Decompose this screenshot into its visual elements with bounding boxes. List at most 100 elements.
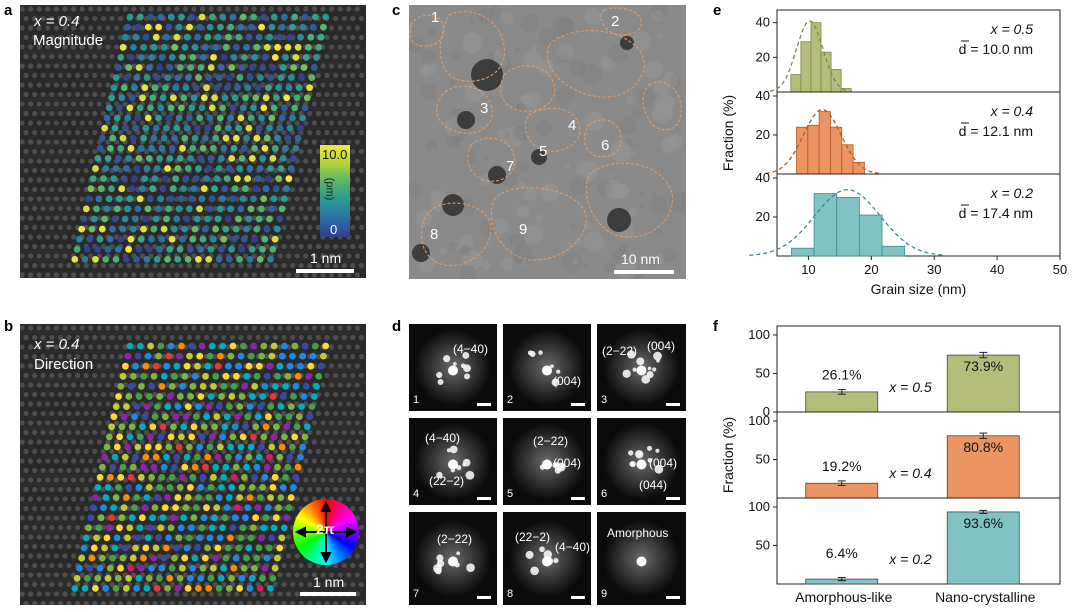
lattice-atom bbox=[243, 253, 249, 259]
lattice-atom bbox=[71, 591, 77, 597]
displacement-dot bbox=[187, 574, 194, 582]
displacement-dot bbox=[196, 443, 204, 451]
lattice-atom bbox=[358, 524, 364, 531]
displacement-dot bbox=[322, 342, 330, 350]
displacement-dot bbox=[206, 205, 214, 213]
lattice-atom bbox=[100, 486, 106, 493]
lattice-atom bbox=[88, 477, 94, 483]
displacement-dot bbox=[216, 443, 224, 451]
displacement-dot bbox=[230, 383, 238, 390]
lattice-atom bbox=[32, 505, 38, 512]
lattice-atom bbox=[23, 15, 29, 22]
lattice-atom bbox=[234, 120, 240, 126]
displacement-dot bbox=[234, 413, 241, 421]
lattice-atom bbox=[174, 344, 180, 350]
displacement-dot bbox=[290, 484, 297, 491]
tem-texture bbox=[637, 88, 656, 107]
lattice-atom bbox=[294, 325, 300, 331]
displacement-dot bbox=[109, 225, 116, 233]
lattice-atom bbox=[53, 82, 60, 88]
displacement-dot bbox=[303, 423, 311, 431]
lattice-atom bbox=[96, 44, 102, 50]
diffraction-spot bbox=[556, 369, 561, 374]
lattice-atom bbox=[281, 243, 287, 250]
displacement-dot bbox=[238, 393, 246, 400]
lattice-atom bbox=[109, 448, 115, 455]
lattice-atom bbox=[277, 272, 283, 278]
lattice-atom bbox=[49, 224, 55, 231]
displacement-dot bbox=[213, 504, 221, 511]
displacement-dot bbox=[207, 393, 215, 400]
lattice-atom bbox=[20, 6, 25, 12]
displacement-dot bbox=[282, 144, 289, 152]
lattice-atom bbox=[358, 543, 364, 550]
displacement-dot bbox=[306, 413, 313, 421]
displacement-dot bbox=[267, 165, 274, 172]
lattice-atom bbox=[268, 439, 274, 445]
displacement-dot bbox=[214, 544, 222, 552]
tem-texture bbox=[523, 187, 538, 202]
lattice-atom bbox=[118, 110, 124, 117]
lattice-atom bbox=[290, 205, 296, 212]
displacement-dot bbox=[243, 43, 251, 51]
displacement-dot bbox=[240, 144, 248, 152]
displacement-dot bbox=[299, 443, 307, 451]
lattice-atom bbox=[57, 167, 64, 174]
lattice-atom bbox=[337, 25, 343, 31]
displacement-dot bbox=[159, 423, 167, 431]
displacement-dot bbox=[177, 195, 185, 203]
tem-texture bbox=[540, 183, 560, 203]
displacement-dot bbox=[127, 564, 135, 572]
lattice-atom bbox=[243, 272, 249, 278]
displacement-dot bbox=[195, 74, 203, 81]
lattice-atom bbox=[272, 448, 278, 455]
lattice-atom bbox=[23, 167, 29, 174]
grain-label-5: 5 bbox=[539, 143, 548, 160]
displacement-dot bbox=[260, 433, 268, 441]
diffraction-spot bbox=[525, 550, 534, 559]
displacement-dot bbox=[229, 342, 237, 350]
displacement-dot bbox=[172, 175, 180, 183]
lattice-atom bbox=[105, 25, 111, 31]
tem-texture bbox=[569, 222, 577, 230]
displacement-dot bbox=[273, 423, 280, 431]
lattice-atom bbox=[83, 334, 89, 341]
displacement-dot bbox=[116, 104, 123, 112]
tem-grain-image bbox=[409, 5, 686, 279]
lattice-atom bbox=[131, 272, 137, 278]
lattice-atom bbox=[358, 15, 364, 22]
displacement-dot bbox=[103, 205, 111, 213]
lattice-atom bbox=[139, 120, 145, 126]
lattice-atom bbox=[126, 467, 132, 474]
displacement-dot bbox=[133, 585, 140, 592]
displacement-dot bbox=[217, 352, 224, 360]
lattice-atom bbox=[36, 363, 42, 369]
transmitted-beam bbox=[636, 556, 647, 567]
lattice-atom bbox=[234, 325, 240, 331]
lattice-atom bbox=[96, 82, 102, 88]
lattice-atom bbox=[45, 477, 51, 483]
lattice-atom bbox=[36, 158, 42, 164]
displacement-dot bbox=[121, 215, 129, 223]
lattice-atom bbox=[358, 186, 364, 193]
lattice-atom bbox=[212, 353, 218, 360]
tem-texture bbox=[409, 44, 414, 51]
displacement-dot bbox=[284, 463, 292, 471]
lattice-atom bbox=[346, 477, 352, 483]
lattice-atom bbox=[346, 344, 352, 350]
displacement-dot bbox=[285, 504, 293, 511]
lattice-atom bbox=[333, 243, 339, 250]
displacement-dot bbox=[141, 413, 149, 421]
displacement-dot bbox=[239, 433, 247, 441]
displacement-dot bbox=[274, 225, 281, 233]
displacement-dot bbox=[163, 33, 171, 41]
displacement-dot bbox=[237, 23, 245, 31]
lattice-atom bbox=[100, 262, 106, 269]
lattice-atom bbox=[333, 372, 339, 379]
lattice-atom bbox=[303, 6, 309, 12]
displacement-dot bbox=[225, 33, 232, 41]
displacement-dot bbox=[142, 215, 150, 223]
tem-texture bbox=[518, 181, 527, 190]
lattice-atom bbox=[62, 553, 68, 559]
lattice-atom bbox=[57, 391, 64, 398]
